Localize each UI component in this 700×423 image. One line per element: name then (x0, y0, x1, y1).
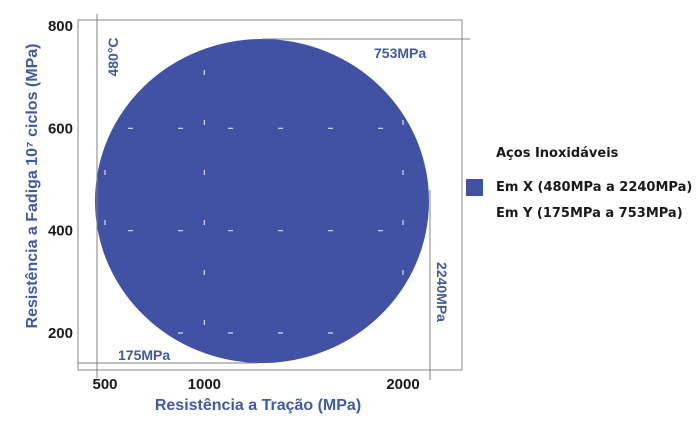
mark-layer (78, 20, 462, 370)
legend-item-y: Em Y (175MPa a 753MPa) (466, 200, 696, 226)
legend: Aços Inoxidáveis Em X (480MPa a 2240MPa)… (466, 146, 696, 226)
legend-item-x: Em X (480MPa a 2240MPa) (466, 174, 696, 200)
y-tick-label: 400 (48, 223, 73, 240)
x-tick-label: 500 (92, 376, 117, 393)
y-axis-title: Resistência a Fadiga 10⁷ ciclos (MPa) (24, 44, 41, 329)
y-tick-label: 600 (48, 120, 73, 137)
annot-480: 480°C (105, 37, 121, 76)
legend-item-y-label: Em Y (175MPa a 753MPa) (496, 205, 683, 221)
annot-753: 753MPa (374, 45, 426, 61)
annot-2240: 2240MPa (434, 262, 450, 322)
legend-swatch (466, 178, 483, 196)
frame-layer (77, 14, 470, 380)
x-tick-label: 1000 (188, 376, 221, 393)
legend-item-x-label: Em X (480MPa a 2240MPa) (496, 179, 693, 195)
legend-title: Aços Inoxidáveis (496, 146, 619, 161)
x-axis-title: Resistência a Tração (MPa) (155, 397, 361, 414)
x-tick-label: 2000 (386, 376, 419, 393)
region-ellipse (95, 39, 429, 363)
plot-frame (77, 19, 463, 371)
y-tick-label: 200 (48, 325, 73, 342)
y-tick-label: 800 (48, 18, 73, 35)
annot-175: 175MPa (118, 347, 170, 363)
text-layer: 500 1000 2000 200 400 600 800 Resistência a Tra… (24, 18, 450, 414)
